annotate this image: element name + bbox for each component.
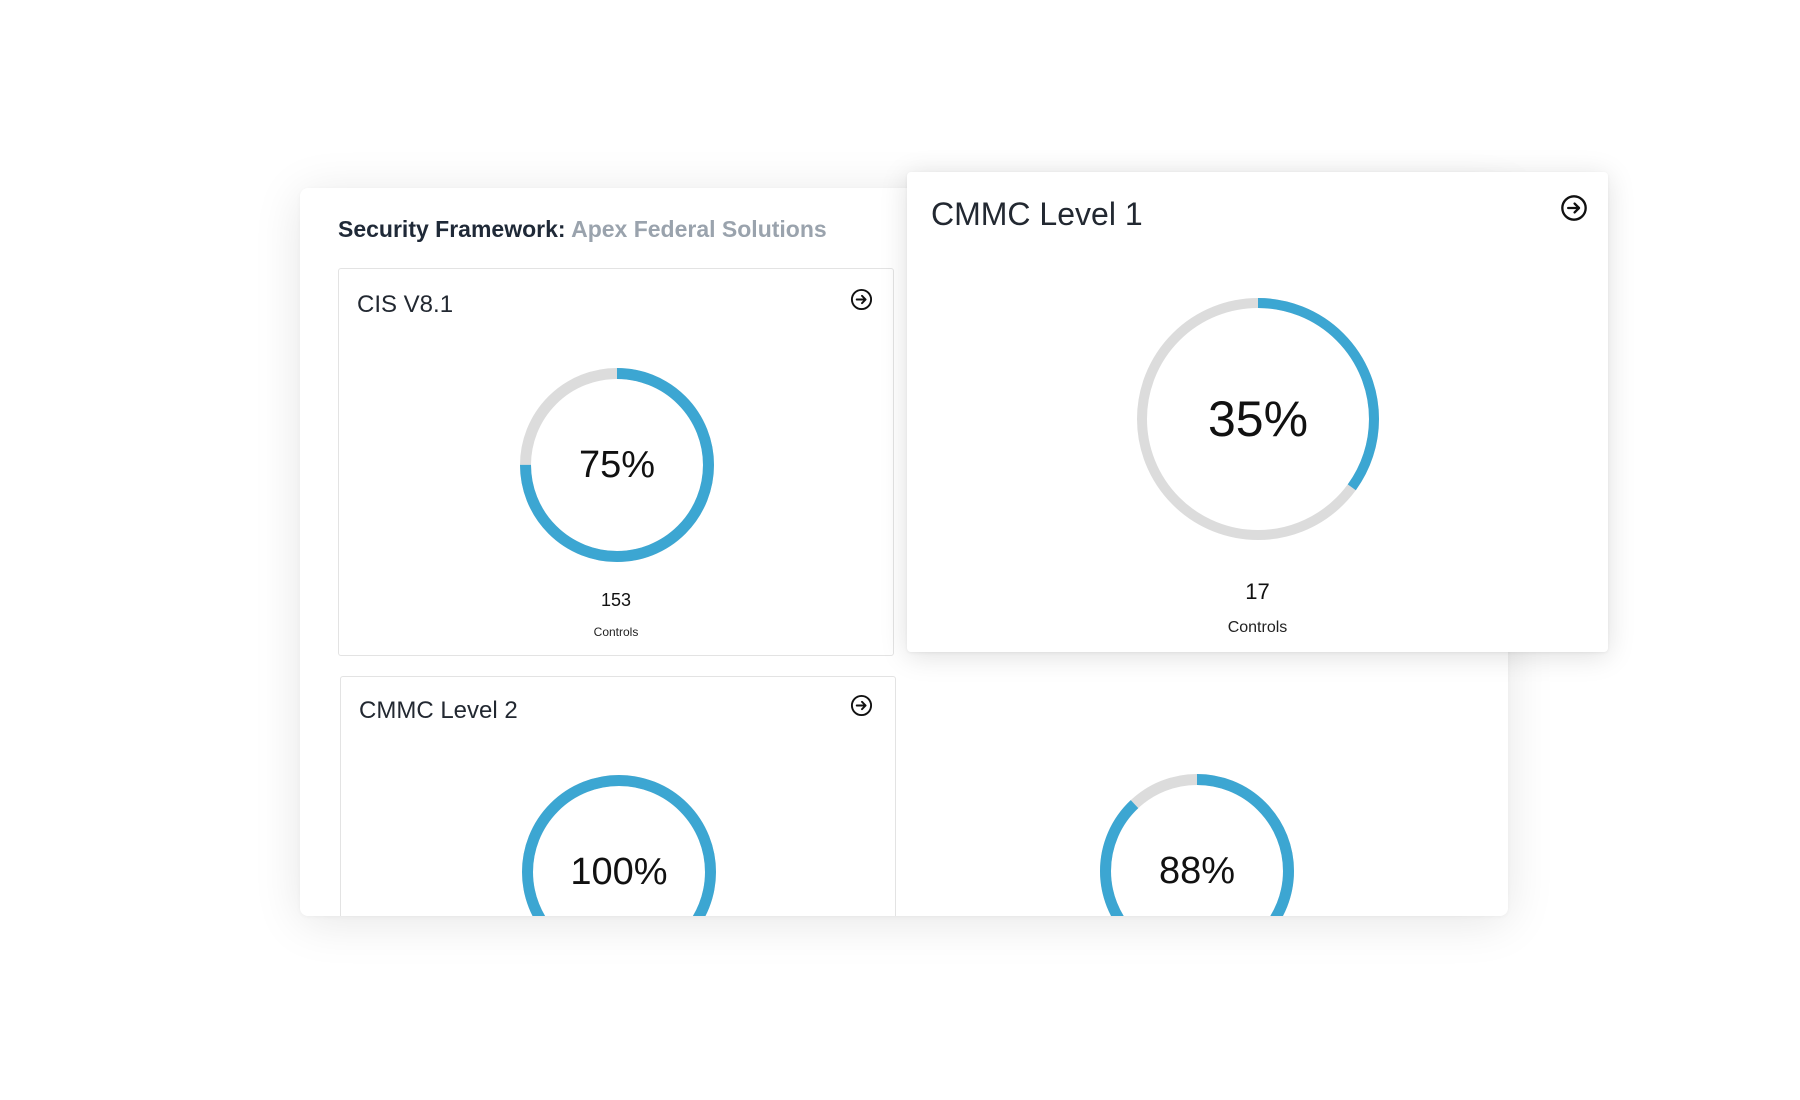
card-title: CMMC Level 1 [931,196,1143,232]
controls-count: 17 [1245,579,1270,604]
progress-percent: 88% [1158,849,1236,892]
arrow-right-circle-icon[interactable] [850,288,873,311]
page-title: Security Framework: Apex Federal Solutio… [338,216,827,243]
page-title-label: Security Framework: [338,216,566,242]
card-title: CMMC Level 2 [359,697,518,724]
organization-name: Apex Federal Solutions [571,216,827,242]
controls-label: Controls [593,625,639,639]
card-title: CIS V8.1 [357,291,454,318]
progress-ring: 35% [1137,298,1379,540]
progress-percent: 35% [1207,391,1309,447]
framework-card-cmmc-level-2[interactable]: CMMC Level 2 100% [340,676,896,916]
progress-arc [520,368,714,562]
arrow-right-circle-icon[interactable] [850,694,873,717]
progress-arc [1100,774,1294,916]
framework-card-cis[interactable]: CIS V8.1 75% 153 Controls [338,268,894,656]
progress-percent: 75% [578,443,656,486]
controls-count: 153 [600,590,632,610]
progress-arc [522,775,716,916]
framework-card-cmmc-level-1[interactable]: CMMC Level 1 35% 17 Controls [907,172,1608,652]
controls-label: Controls [1227,619,1288,636]
progress-ring: 88% [1100,774,1294,916]
progress-percent: 100% [570,850,668,893]
progress-ring: 100% [522,775,716,916]
progress-arc [1137,298,1379,540]
progress-ring: 75% [520,368,714,562]
arrow-right-circle-icon[interactable] [1560,194,1588,222]
